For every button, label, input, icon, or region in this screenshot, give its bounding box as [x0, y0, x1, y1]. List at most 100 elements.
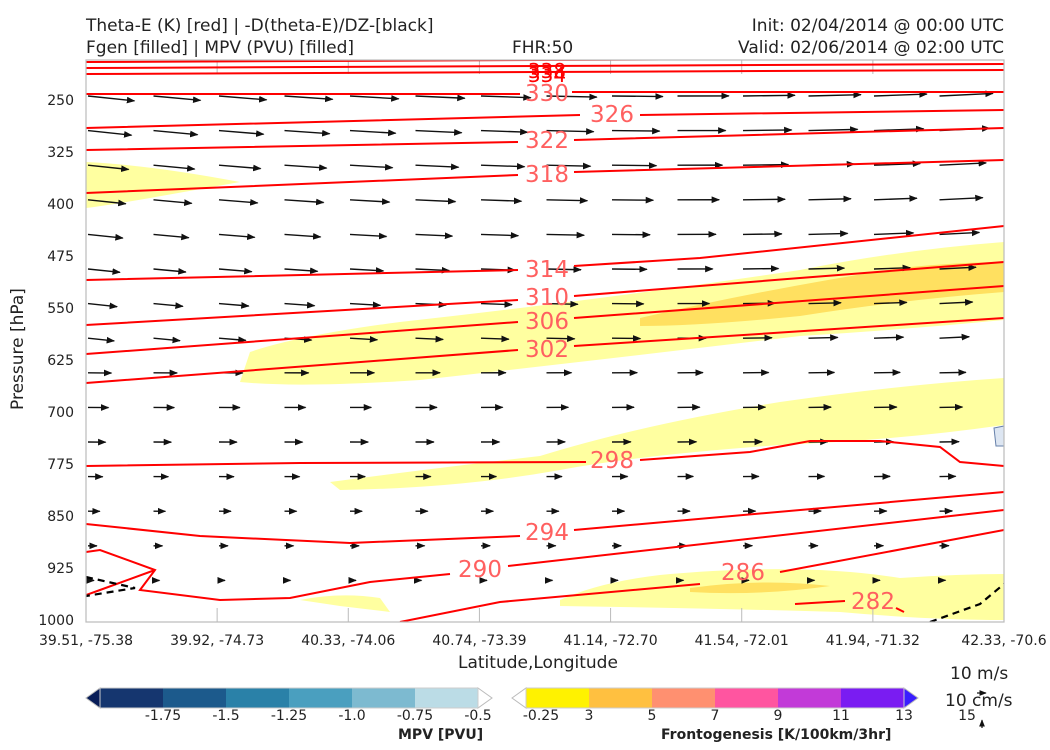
wind-vector [415, 232, 454, 240]
colorbar-tick-label: -0.75 [396, 708, 434, 724]
wind-vector [87, 164, 130, 173]
wind-vector [939, 194, 984, 202]
wind-vector [284, 267, 319, 275]
wind-vector [87, 199, 127, 207]
contour-label: 306 [525, 309, 569, 335]
colorbar-tick-label: -1.75 [144, 708, 182, 724]
wind-vector [873, 160, 922, 168]
contour-318 [86, 159, 1004, 194]
x-tick-label: 42.33, -70.6 [961, 633, 1047, 649]
wind-vector [284, 233, 322, 240]
wind-vector [153, 164, 196, 172]
valid-time: Valid: 02/06/2014 @ 02:00 UTC [738, 38, 1004, 58]
fgen-colorbar-title: Frontogenesis [K/100km/3hr] [661, 727, 892, 743]
wind-vector [873, 125, 925, 133]
wind-vector [218, 336, 247, 344]
contour-338 [86, 60, 775, 63]
wind-vector [939, 159, 988, 167]
contour-282 [794, 600, 905, 613]
wind-vector [939, 299, 974, 306]
mpv-colorbar-title: MPV [PVU] [398, 727, 484, 743]
wind-vector [873, 264, 912, 272]
wind-vector [480, 163, 526, 170]
wind-vector [87, 233, 124, 241]
colorbar-segment [289, 688, 353, 708]
fhr-label: FHR:50 [512, 38, 574, 58]
contour-label: 330 [525, 81, 569, 107]
colorbar-tick-label: -0.25 [522, 708, 560, 724]
contour-334 [86, 63, 1004, 69]
wind-vector [153, 199, 193, 206]
wind-vector [939, 333, 971, 341]
colorbar-extend-left [85, 687, 101, 709]
wind-vector [218, 302, 250, 309]
wind-vector [742, 126, 793, 134]
wind-vector [349, 335, 379, 343]
contour-label: 310 [525, 285, 569, 311]
wind-vector [546, 231, 586, 239]
colorbar-segment [652, 688, 716, 708]
colorbar-extend-left [511, 687, 527, 709]
wind-vector [218, 95, 268, 103]
contour-label: 294 [525, 520, 569, 546]
wind-vector [349, 163, 394, 171]
wind-vector [939, 90, 994, 98]
wind-vector [939, 264, 977, 271]
wind-vector [808, 264, 846, 272]
title-line-1: Theta-E (K) [red] | -D(theta-E)/DZ-[blac… [86, 16, 434, 36]
colorbar-tick-label: 3 [584, 708, 594, 724]
y-tick-label: 700 [47, 404, 74, 421]
y-tick-label: 625 [47, 352, 74, 369]
wind-vector [153, 302, 184, 309]
colorbar-tick-label: 9 [773, 708, 783, 724]
contour-low-left [86, 569, 156, 596]
contour-label: 286 [721, 560, 765, 586]
y-tick-label: 1000 [38, 613, 74, 629]
x-tick-label: 41.94, -71.32 [825, 633, 920, 649]
ref-vector-label-horizontal: 10 m/s [950, 664, 1009, 684]
contour-326 [86, 109, 1004, 129]
wind-vector [546, 197, 589, 204]
wind-vector [873, 90, 928, 98]
y-tick-label: 400 [47, 196, 74, 213]
colorbar-tick-label: -1.0 [338, 708, 366, 724]
wind-vector [218, 267, 253, 275]
wind-vector [284, 95, 334, 103]
wind-vector [611, 93, 664, 100]
title-line-2: Fgen [filled] | MPV (PVU) [filled] [86, 38, 355, 58]
wind-vector [284, 129, 331, 137]
mpv-colorbar [85, 687, 493, 709]
wind-vector [218, 198, 259, 206]
y-tick-label: 775 [47, 456, 74, 473]
colorbar-tick-label: 5 [647, 708, 657, 724]
wind-vector [218, 233, 256, 241]
colorbar-tick-label: 11 [832, 708, 850, 724]
wind-vector [808, 334, 839, 342]
colorbar-segment [100, 688, 164, 708]
colorbar-tick-label: 13 [895, 708, 913, 724]
wind-vector [546, 335, 576, 343]
wind-vector [153, 267, 187, 275]
fgen-fill-upper-left [86, 162, 240, 208]
wind-vector [742, 161, 790, 169]
fgen-colorbar [511, 687, 919, 709]
contour-label: 302 [525, 337, 569, 363]
ref-vector-label-vertical: 10 cm/s [945, 691, 1013, 711]
wind-vector [153, 233, 190, 241]
y-tick-label: 250 [47, 92, 74, 109]
contour-322 [86, 127, 1004, 151]
contour-label: 282 [851, 589, 895, 615]
fgen-fill-mid-core [640, 262, 1004, 326]
wind-vector [87, 268, 121, 275]
contour-label: 334 [528, 63, 566, 87]
wind-vector [349, 232, 388, 240]
dthetae-contours [86, 575, 1004, 622]
wind-vector [808, 126, 859, 133]
y-tick-label: 325 [47, 144, 74, 161]
wind-vector [546, 93, 598, 101]
colorbar-frame [525, 687, 905, 709]
x-tick-label: 39.92, -74.73 [170, 633, 265, 649]
wind-vector [415, 197, 457, 205]
